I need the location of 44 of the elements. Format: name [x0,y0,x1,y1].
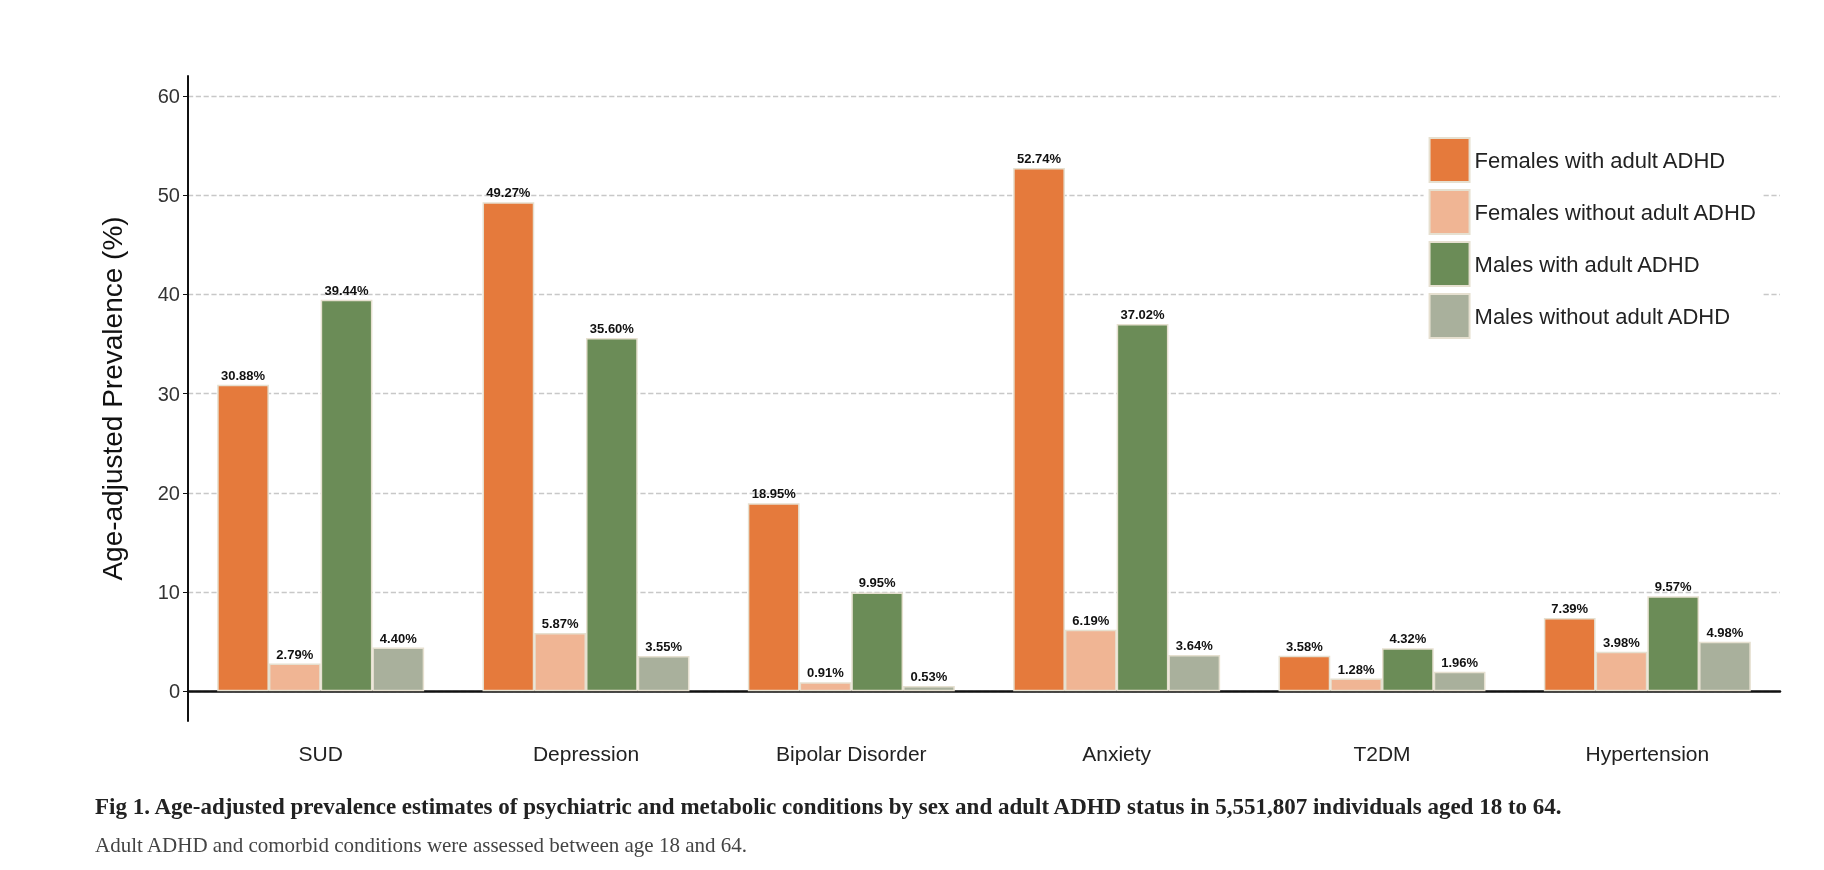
x-tick-label: SUD [298,742,343,765]
text: Fig 1. Age-adjusted prevalence estimates of psychiatric and metabolic conditions by sex and adult ADHD status in 5,551,807 individuals aged 18 to 64. [95,794,1562,819]
data-label: 3.64% [1175,638,1214,654]
y-tick-label: 0 [168,680,180,703]
data-label: 52.74% [1017,150,1062,166]
data-label: 4.32% [1389,631,1427,647]
x-tick-label: Depression [532,742,640,765]
legend-label: Males without adult ADHD [1474,303,1731,329]
data-label: 35.60% [589,320,635,336]
data-label: 3.98% [1603,634,1641,650]
legend-label: Males with adult ADHD [1474,251,1700,277]
data-label: 7.39% [1551,600,1589,616]
y-tick-label: 30 [157,382,180,405]
legend-label: Females without adult ADHD [1474,199,1756,225]
data-label: 4.40% [379,630,418,646]
y-axis-title: Age-adjusted Prevalence (%) [96,216,128,581]
data-label: 18.95% [751,486,797,502]
data-label: 1.28% [1337,661,1375,677]
data-label: 2.79% [276,646,314,662]
x-tick-label: Hypertension [1585,742,1710,765]
data-label: 1.96% [1441,654,1479,670]
text: Adult ADHD and comorbid conditions were assessed between age 18 and 64. [95,832,748,857]
y-tick-label: 20 [157,481,180,504]
data-label: 4.98% [1706,624,1744,640]
y-tick-label: 10 [157,581,180,603]
data-label: 6.19% [1072,612,1110,628]
data-label: 30.88% [221,367,266,383]
x-tick-label: T2DM [1353,742,1411,765]
y-tick-label: 40 [157,283,180,306]
data-label: 3.55% [645,639,683,654]
x-tick-label: Bipolar Disorder [776,742,927,765]
data-label: 49.27% [486,185,531,201]
data-label: 37.02% [1120,306,1166,322]
data-label: 9.95% [858,575,897,591]
data-label: 0.53% [910,668,948,684]
data-label: 3.58% [1285,638,1324,654]
y-tick-label: 50 [157,184,180,207]
x-tick-label: Anxiety [1082,742,1152,765]
y-tick-label: 60 [157,84,180,107]
data-label: 0.91% [807,665,845,681]
data-label: 39.44% [324,282,370,298]
data-label: 9.57% [1654,579,1693,595]
data-label: 5.87% [541,615,579,631]
legend-label: Females with adult ADHD [1474,147,1726,173]
